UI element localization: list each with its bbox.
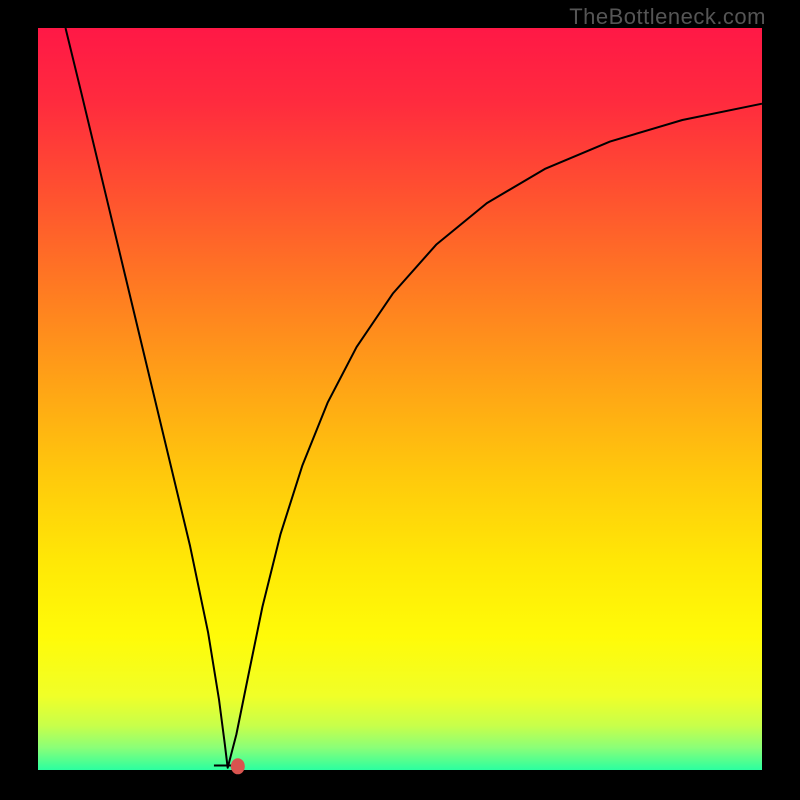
minimum-marker [231, 758, 245, 774]
plot-overlay [0, 0, 800, 800]
watermark-text: TheBottleneck.com [569, 4, 766, 30]
bottleneck-curve [66, 28, 762, 768]
bottleneck-chart: TheBottleneck.com [0, 0, 800, 800]
